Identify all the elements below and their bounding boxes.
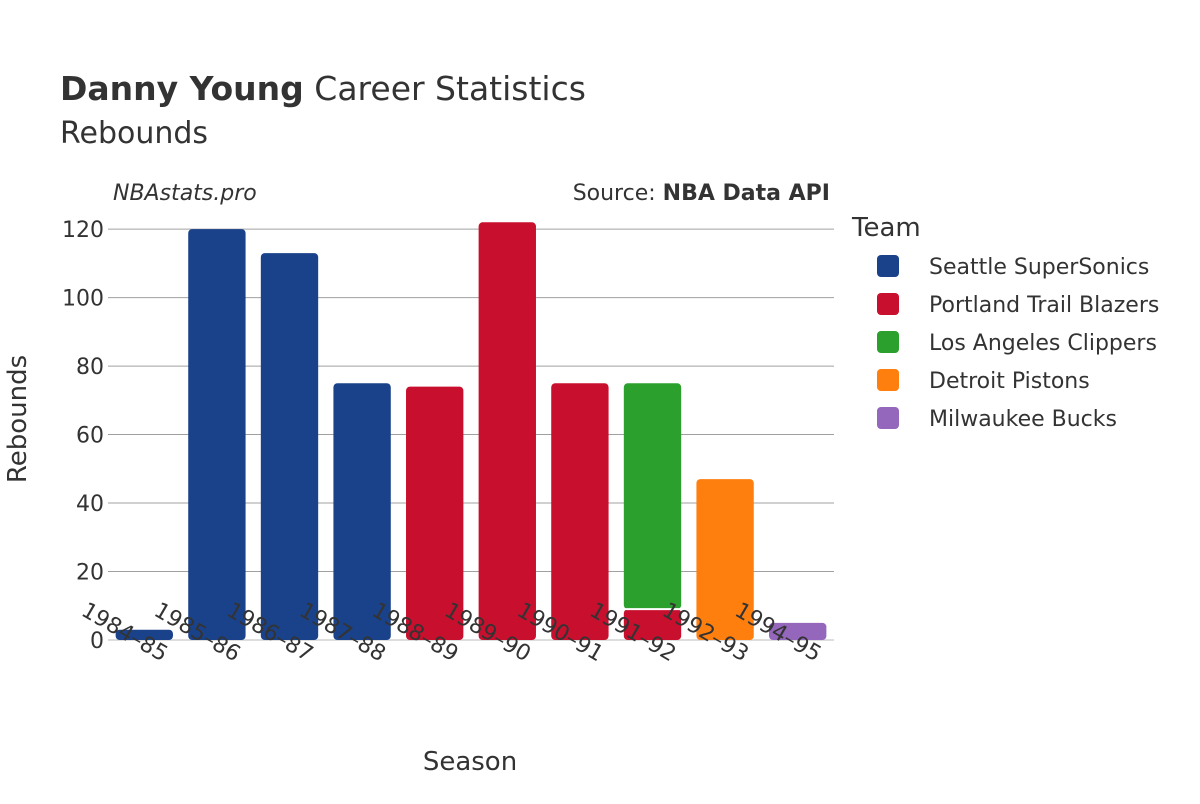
x-axis-label: Season xyxy=(423,747,517,777)
chart-subtitle: Rebounds xyxy=(60,116,208,151)
y-tick-label: 100 xyxy=(62,287,104,312)
legend-item: Detroit Pistons xyxy=(877,369,1090,394)
bar-segment xyxy=(260,253,319,640)
bar xyxy=(115,629,173,640)
legend-label: Los Angeles Clippers xyxy=(929,331,1157,356)
legend-label: Milwaukee Bucks xyxy=(929,407,1117,432)
y-tick-label: 40 xyxy=(76,492,104,517)
bar-segment xyxy=(333,383,391,640)
source-name: NBA Data API xyxy=(663,181,830,206)
bar xyxy=(188,229,246,640)
bar xyxy=(333,383,391,640)
bar-segment xyxy=(115,629,173,640)
bar xyxy=(623,609,682,640)
bars xyxy=(115,222,827,640)
y-tick-label: 120 xyxy=(62,218,104,243)
bar-segment xyxy=(188,229,246,640)
bar-segment xyxy=(623,609,682,640)
bar xyxy=(769,622,827,640)
bar xyxy=(260,253,319,640)
bar-segment xyxy=(478,222,536,640)
bar-segment xyxy=(551,383,609,640)
bar xyxy=(696,479,754,640)
bar-segment xyxy=(696,479,754,640)
bar xyxy=(551,383,609,640)
legend: Team Seattle SuperSonics Portland Trail B… xyxy=(851,213,1159,432)
legend-swatch xyxy=(877,331,899,353)
bar-segment xyxy=(769,622,827,640)
legend-item: Los Angeles Clippers xyxy=(877,331,1157,356)
legend-label: Seattle SuperSonics xyxy=(929,255,1149,280)
y-tick-label: 0 xyxy=(90,629,104,654)
bar-segment xyxy=(623,383,682,610)
watermark: NBAstats.pro xyxy=(113,181,257,206)
y-ticks: 0 20 40 60 80 100 120 xyxy=(62,218,104,654)
legend-item: Seattle SuperSonics xyxy=(877,255,1149,280)
legend-swatch xyxy=(877,407,899,429)
legend-label: Portland Trail Blazers xyxy=(929,293,1159,318)
legend-item: Milwaukee Bucks xyxy=(877,407,1117,432)
y-tick-label: 60 xyxy=(76,424,104,449)
bar xyxy=(406,386,464,640)
legend-swatch xyxy=(877,293,899,315)
chart-title-bold: Danny Young xyxy=(60,69,304,108)
bar-segment xyxy=(406,386,464,640)
chart-title: Danny Young Career Statistics xyxy=(60,69,586,108)
legend-swatch xyxy=(877,255,899,277)
legend-title: Team xyxy=(851,213,921,243)
legend-item: Portland Trail Blazers xyxy=(877,293,1159,318)
source-label: Source: NBA Data API xyxy=(573,181,830,206)
legend-label: Detroit Pistons xyxy=(929,369,1090,394)
y-tick-label: 80 xyxy=(76,355,104,380)
source-prefix: Source: xyxy=(573,181,663,206)
chart-title-rest: Career Statistics xyxy=(304,69,586,108)
bar xyxy=(478,222,536,640)
y-tick-label: 20 xyxy=(76,561,104,586)
bar xyxy=(623,383,682,611)
legend-swatch xyxy=(877,369,899,391)
y-axis-label: Rebounds xyxy=(3,355,33,483)
